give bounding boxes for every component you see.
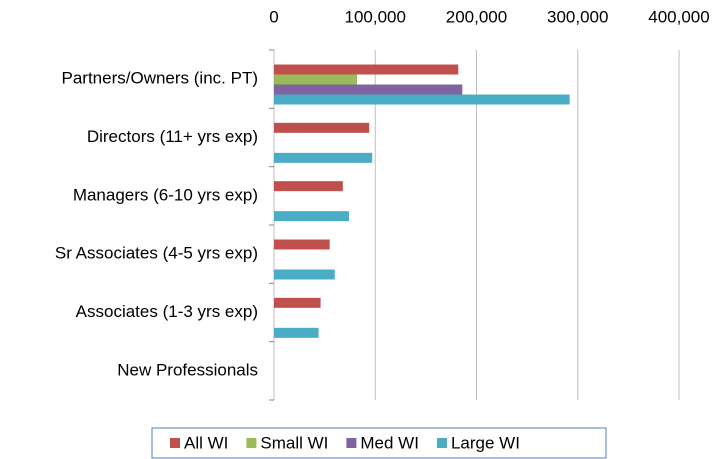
bar [274,239,330,250]
legend-swatch [170,438,180,448]
bar [274,64,459,75]
legend-label: Med WI [360,433,419,452]
legend-swatch [346,438,357,448]
bar [274,297,321,308]
bar [274,152,373,163]
bar [274,74,358,85]
x-tick-label: 100,000 [345,7,406,26]
bar [274,211,349,222]
y-tick-label: Associates (1-3 yrs exp) [76,302,258,321]
legend-label: All WI [184,433,228,452]
legend-label: Large WI [451,433,520,452]
y-tick-label: New Professionals [117,360,258,379]
x-tick-label: 200,000 [446,7,507,26]
legend-box [151,427,607,459]
legend-swatch [246,438,257,448]
bar [274,327,319,338]
bar [274,84,463,95]
bar [274,269,335,280]
y-tick-label: Directors (11+ yrs exp) [87,127,258,146]
legend-swatch [436,438,447,448]
y-tick-label: Sr Associates (4-5 yrs exp) [55,244,258,263]
x-tick-label: 0 [269,7,278,26]
y-tick-label: Managers (6-10 yrs exp) [73,185,258,204]
bar [274,122,370,133]
y-tick-label: Partners/Owners (inc. PT) [62,69,259,88]
bar [274,181,343,192]
legend-label: Small WI [260,433,328,452]
x-tick-label: 300,000 [547,7,608,26]
bar [274,94,570,105]
x-tick-label: 400,000 [648,7,709,26]
